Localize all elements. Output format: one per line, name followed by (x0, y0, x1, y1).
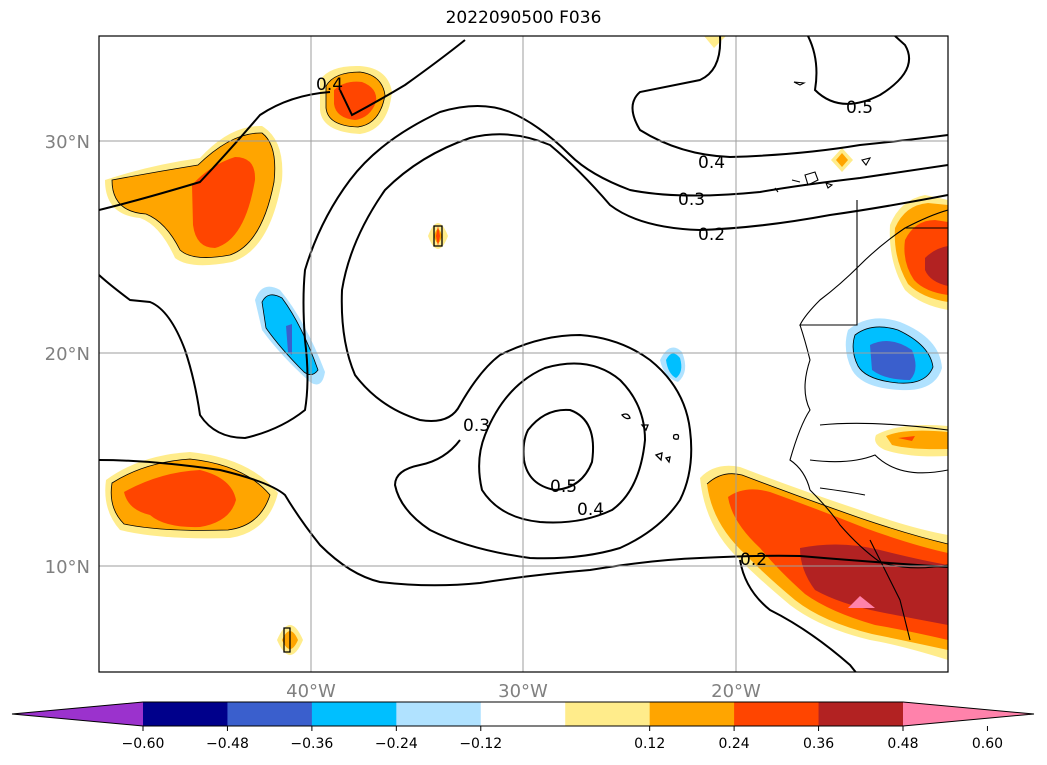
shading-east-16n (875, 425, 948, 457)
colorbar-segment (143, 702, 228, 726)
contour-label: 0.4 (316, 75, 343, 95)
shading-negative (255, 286, 942, 391)
contour-label: 0.5 (846, 98, 873, 118)
colorbar-segment (480, 702, 566, 726)
lon-labels: 40°W 30°W 20°W (286, 681, 761, 702)
map-area: 0.4 0.5 0.4 0.3 0.2 0.3 0.5 0.4 0.2 (99, 36, 948, 672)
map-frame (98, 35, 949, 673)
contour-small-loops (283, 225, 680, 653)
contour-label: 0.3 (463, 416, 490, 436)
colorbar-tick-label: −0.12 (459, 736, 502, 752)
lon-label: 20°W (711, 681, 761, 702)
shading-se (700, 465, 948, 660)
contour-label: 0.5 (550, 477, 577, 497)
contour-label: 0.2 (740, 550, 767, 570)
contour-label: 0.2 (698, 225, 725, 245)
colorbar-tick-label: −0.36 (290, 736, 333, 752)
colorbar-extend-high (903, 702, 1034, 726)
colorbar-tick-label: 0.12 (634, 736, 665, 752)
colorbar-segment (396, 702, 482, 726)
contour-label: 0.4 (577, 500, 604, 520)
contour-labels: 0.4 0.5 0.4 0.3 0.2 0.3 0.5 0.4 0.2 (316, 75, 873, 570)
colorbar-segment (565, 702, 651, 726)
shading-west-28n (105, 125, 283, 266)
colorbar: −0.60 −0.48 −0.36 −0.24 −0.12 0.12 0.24 0.36 0.4… (11, 701, 1035, 752)
colorbar-tick-label: 0.60 (972, 736, 1003, 752)
lon-label: 40°W (286, 681, 336, 702)
contour-lines (99, 36, 948, 672)
lat-label: 20°N (45, 344, 90, 365)
colorbar-tick-label: 0.24 (719, 736, 750, 752)
shading-nw-top (320, 65, 392, 134)
lat-label: 30°N (45, 132, 90, 153)
shading-outlines (110, 71, 948, 545)
colorbar-tick-label: −0.24 (375, 736, 418, 752)
contour-label: 0.4 (698, 153, 725, 173)
colorbar-segment (649, 702, 735, 726)
map-title: 2022090500 F036 (445, 8, 602, 28)
colorbar-segment (311, 702, 397, 726)
colorbar-tick-label: −0.60 (122, 736, 165, 752)
contour-label: 0.3 (678, 190, 705, 210)
colorbar-tick-label: 0.36 (803, 736, 834, 752)
colorbar-tick-label: 0.48 (887, 736, 918, 752)
colorbar-segment (227, 702, 313, 726)
lat-label: 10°N (45, 557, 90, 578)
colorbar-segment (734, 702, 820, 726)
colorbar-tick-label: −0.48 (206, 736, 249, 752)
lat-labels: 30°N 20°N 10°N (45, 132, 90, 578)
colorbar-extend-low (12, 702, 143, 726)
lon-label: 30°W (498, 681, 548, 702)
gridlines (99, 36, 948, 672)
shading-west-13n (105, 452, 278, 539)
colorbar-segment (818, 702, 904, 726)
